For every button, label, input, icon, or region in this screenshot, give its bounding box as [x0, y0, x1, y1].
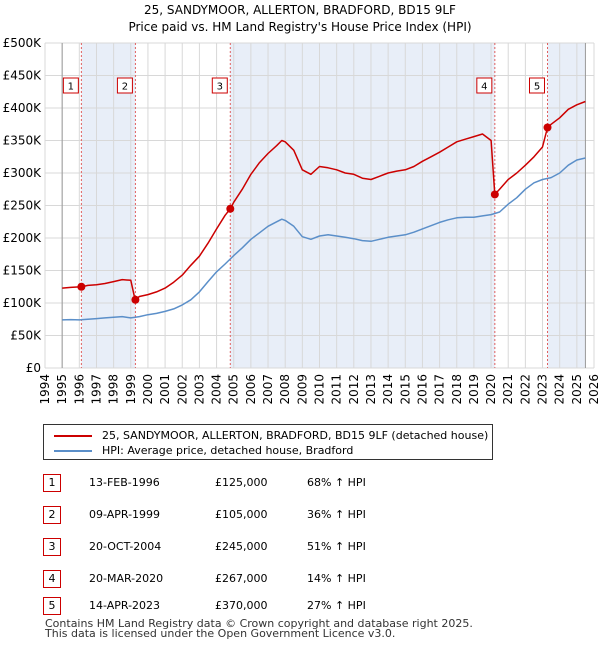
sale-point-1	[77, 282, 86, 291]
sale-label-2: 2	[122, 82, 128, 93]
transaction-date: 13-FEB-1996	[89, 476, 160, 489]
y-tick-label: £100K	[3, 296, 43, 310]
x-tick-label: 2004	[210, 374, 224, 405]
x-tick-label: 2023	[536, 374, 550, 405]
transaction-price: £245,000	[215, 540, 268, 553]
transaction-number-badge: 3	[43, 538, 61, 556]
chart-legend: 25, SANDYMOOR, ALLERTON, BRADFORD, BD15 …	[43, 424, 493, 460]
x-tick-label: 1998	[107, 374, 121, 405]
legend-swatch-property	[54, 435, 92, 437]
transaction-number-badge: 1	[43, 474, 61, 492]
x-tick-label: 2011	[330, 374, 344, 405]
property-price-line	[62, 100, 586, 301]
chart-subtitle: Price paid vs. HM Land Registry's House …	[128, 20, 471, 34]
sale-label-4: 4	[481, 82, 487, 93]
transaction-hpi-change: 51% ↑ HPI	[307, 540, 366, 553]
sale-label-box-1	[62, 77, 79, 94]
sale-point-2	[131, 295, 140, 304]
transaction-hpi-change: 27% ↑ HPI	[307, 599, 366, 612]
sale-point-5	[543, 123, 552, 132]
legend-label-property: 25, SANDYMOOR, ALLERTON, BRADFORD, BD15 …	[102, 429, 489, 442]
x-tick-label: 2025	[570, 374, 584, 405]
sale-label-box-4	[476, 77, 493, 94]
x-tick-label: 2007	[261, 374, 275, 405]
x-tick-label: 2010	[313, 374, 327, 405]
transaction-price: £125,000	[215, 476, 268, 489]
x-tick-label: 2019	[467, 374, 481, 405]
sale-point-3	[226, 204, 235, 213]
transaction-date: 14-APR-2023	[89, 599, 161, 612]
transaction-price: £370,000	[215, 599, 268, 612]
table-row: 2 09-APR-1999 £105,000 36% ↑ HPI	[43, 506, 443, 524]
x-tick-label: 2016	[415, 374, 429, 405]
x-tick-label: 1994	[38, 374, 52, 405]
price-chart: 25, SANDYMOOR, ALLERTON, BRADFORD, BD15 …	[3, 3, 600, 405]
x-tick-label: 1999	[124, 374, 138, 405]
sale-label-5: 5	[534, 82, 540, 93]
sale-label-box-5	[529, 77, 546, 94]
sale-label-3: 3	[217, 82, 223, 93]
table-row: 4 20-MAR-2020 £267,000 14% ↑ HPI	[43, 570, 443, 588]
y-tick-label: £50K	[10, 329, 42, 343]
x-tick-label: 2012	[347, 374, 361, 405]
legend-label-hpi: HPI: Average price, detached house, Brad…	[102, 444, 354, 457]
transaction-hpi-change: 68% ↑ HPI	[307, 476, 366, 489]
x-tick-label: 2017	[433, 374, 447, 405]
x-tick-label: 1995	[55, 374, 69, 405]
y-tick-label: £150K	[3, 264, 43, 278]
transaction-hpi-change: 36% ↑ HPI	[307, 508, 366, 521]
x-tick-label: 2008	[278, 374, 292, 405]
y-tick-label: £300K	[3, 166, 43, 180]
transaction-hpi-change: 14% ↑ HPI	[307, 572, 366, 585]
y-tick-label: £200K	[3, 231, 43, 245]
footer-line-licence: This data is licensed under the Open Gov…	[45, 627, 396, 640]
x-tick-label: 2003	[192, 374, 206, 405]
transaction-date: 20-MAR-2020	[89, 572, 164, 585]
x-tick-label: 1997	[89, 374, 103, 405]
x-tick-label: 2001	[158, 374, 172, 405]
x-tick-label: 2005	[227, 374, 241, 405]
x-tick-label: 2006	[244, 374, 258, 405]
x-tick-label: 2018	[450, 374, 464, 405]
table-row: 3 20-OCT-2004 £245,000 51% ↑ HPI	[43, 538, 443, 556]
x-tick-label: 2020	[484, 374, 498, 405]
x-tick-label: 2021	[501, 374, 515, 405]
x-tick-label: 2024	[553, 374, 567, 405]
transaction-price: £267,000	[215, 572, 268, 585]
table-row: 5 14-APR-2023 £370,000 27% ↑ HPI	[43, 597, 443, 615]
chart-title: 25, SANDYMOOR, ALLERTON, BRADFORD, BD15 …	[144, 3, 456, 17]
transaction-date: 09-APR-1999	[89, 508, 161, 521]
sale-label-box-2	[116, 77, 133, 94]
transaction-price: £105,000	[215, 508, 268, 521]
x-tick-label: 1996	[72, 374, 86, 405]
sale-label-1: 1	[68, 82, 74, 93]
x-tick-label: 2015	[398, 374, 412, 405]
y-tick-label: £350K	[3, 134, 43, 148]
legend-swatch-hpi	[54, 450, 92, 452]
hpi-line	[62, 157, 586, 321]
transaction-number-badge: 4	[43, 570, 61, 588]
transaction-date: 20-OCT-2004	[89, 540, 162, 553]
x-tick-label: 2022	[518, 374, 532, 405]
y-tick-label: £250K	[3, 199, 43, 213]
x-tick-label: 2013	[364, 374, 378, 405]
y-tick-label: £0	[26, 361, 41, 375]
x-tick-label: 2014	[381, 374, 395, 405]
x-tick-label: 2000	[141, 374, 155, 405]
transaction-number-badge: 2	[43, 506, 61, 524]
sale-label-box-3	[211, 77, 228, 94]
footer-attribution: Contains HM Land Registry data © Crown c…	[45, 617, 473, 640]
x-tick-label: 2009	[295, 374, 309, 405]
transaction-number-badge: 5	[43, 597, 61, 615]
footer-line-copyright: Contains HM Land Registry data © Crown c…	[45, 617, 473, 630]
y-tick-label: £450K	[3, 69, 43, 83]
y-tick-label: £500K	[3, 36, 43, 50]
x-tick-label: 2002	[175, 374, 189, 405]
table-row: 1 13-FEB-1996 £125,000 68% ↑ HPI	[43, 474, 443, 492]
y-tick-label: £400K	[3, 101, 43, 115]
sale-point-4	[490, 190, 499, 199]
x-tick-label: 2026	[587, 374, 600, 405]
